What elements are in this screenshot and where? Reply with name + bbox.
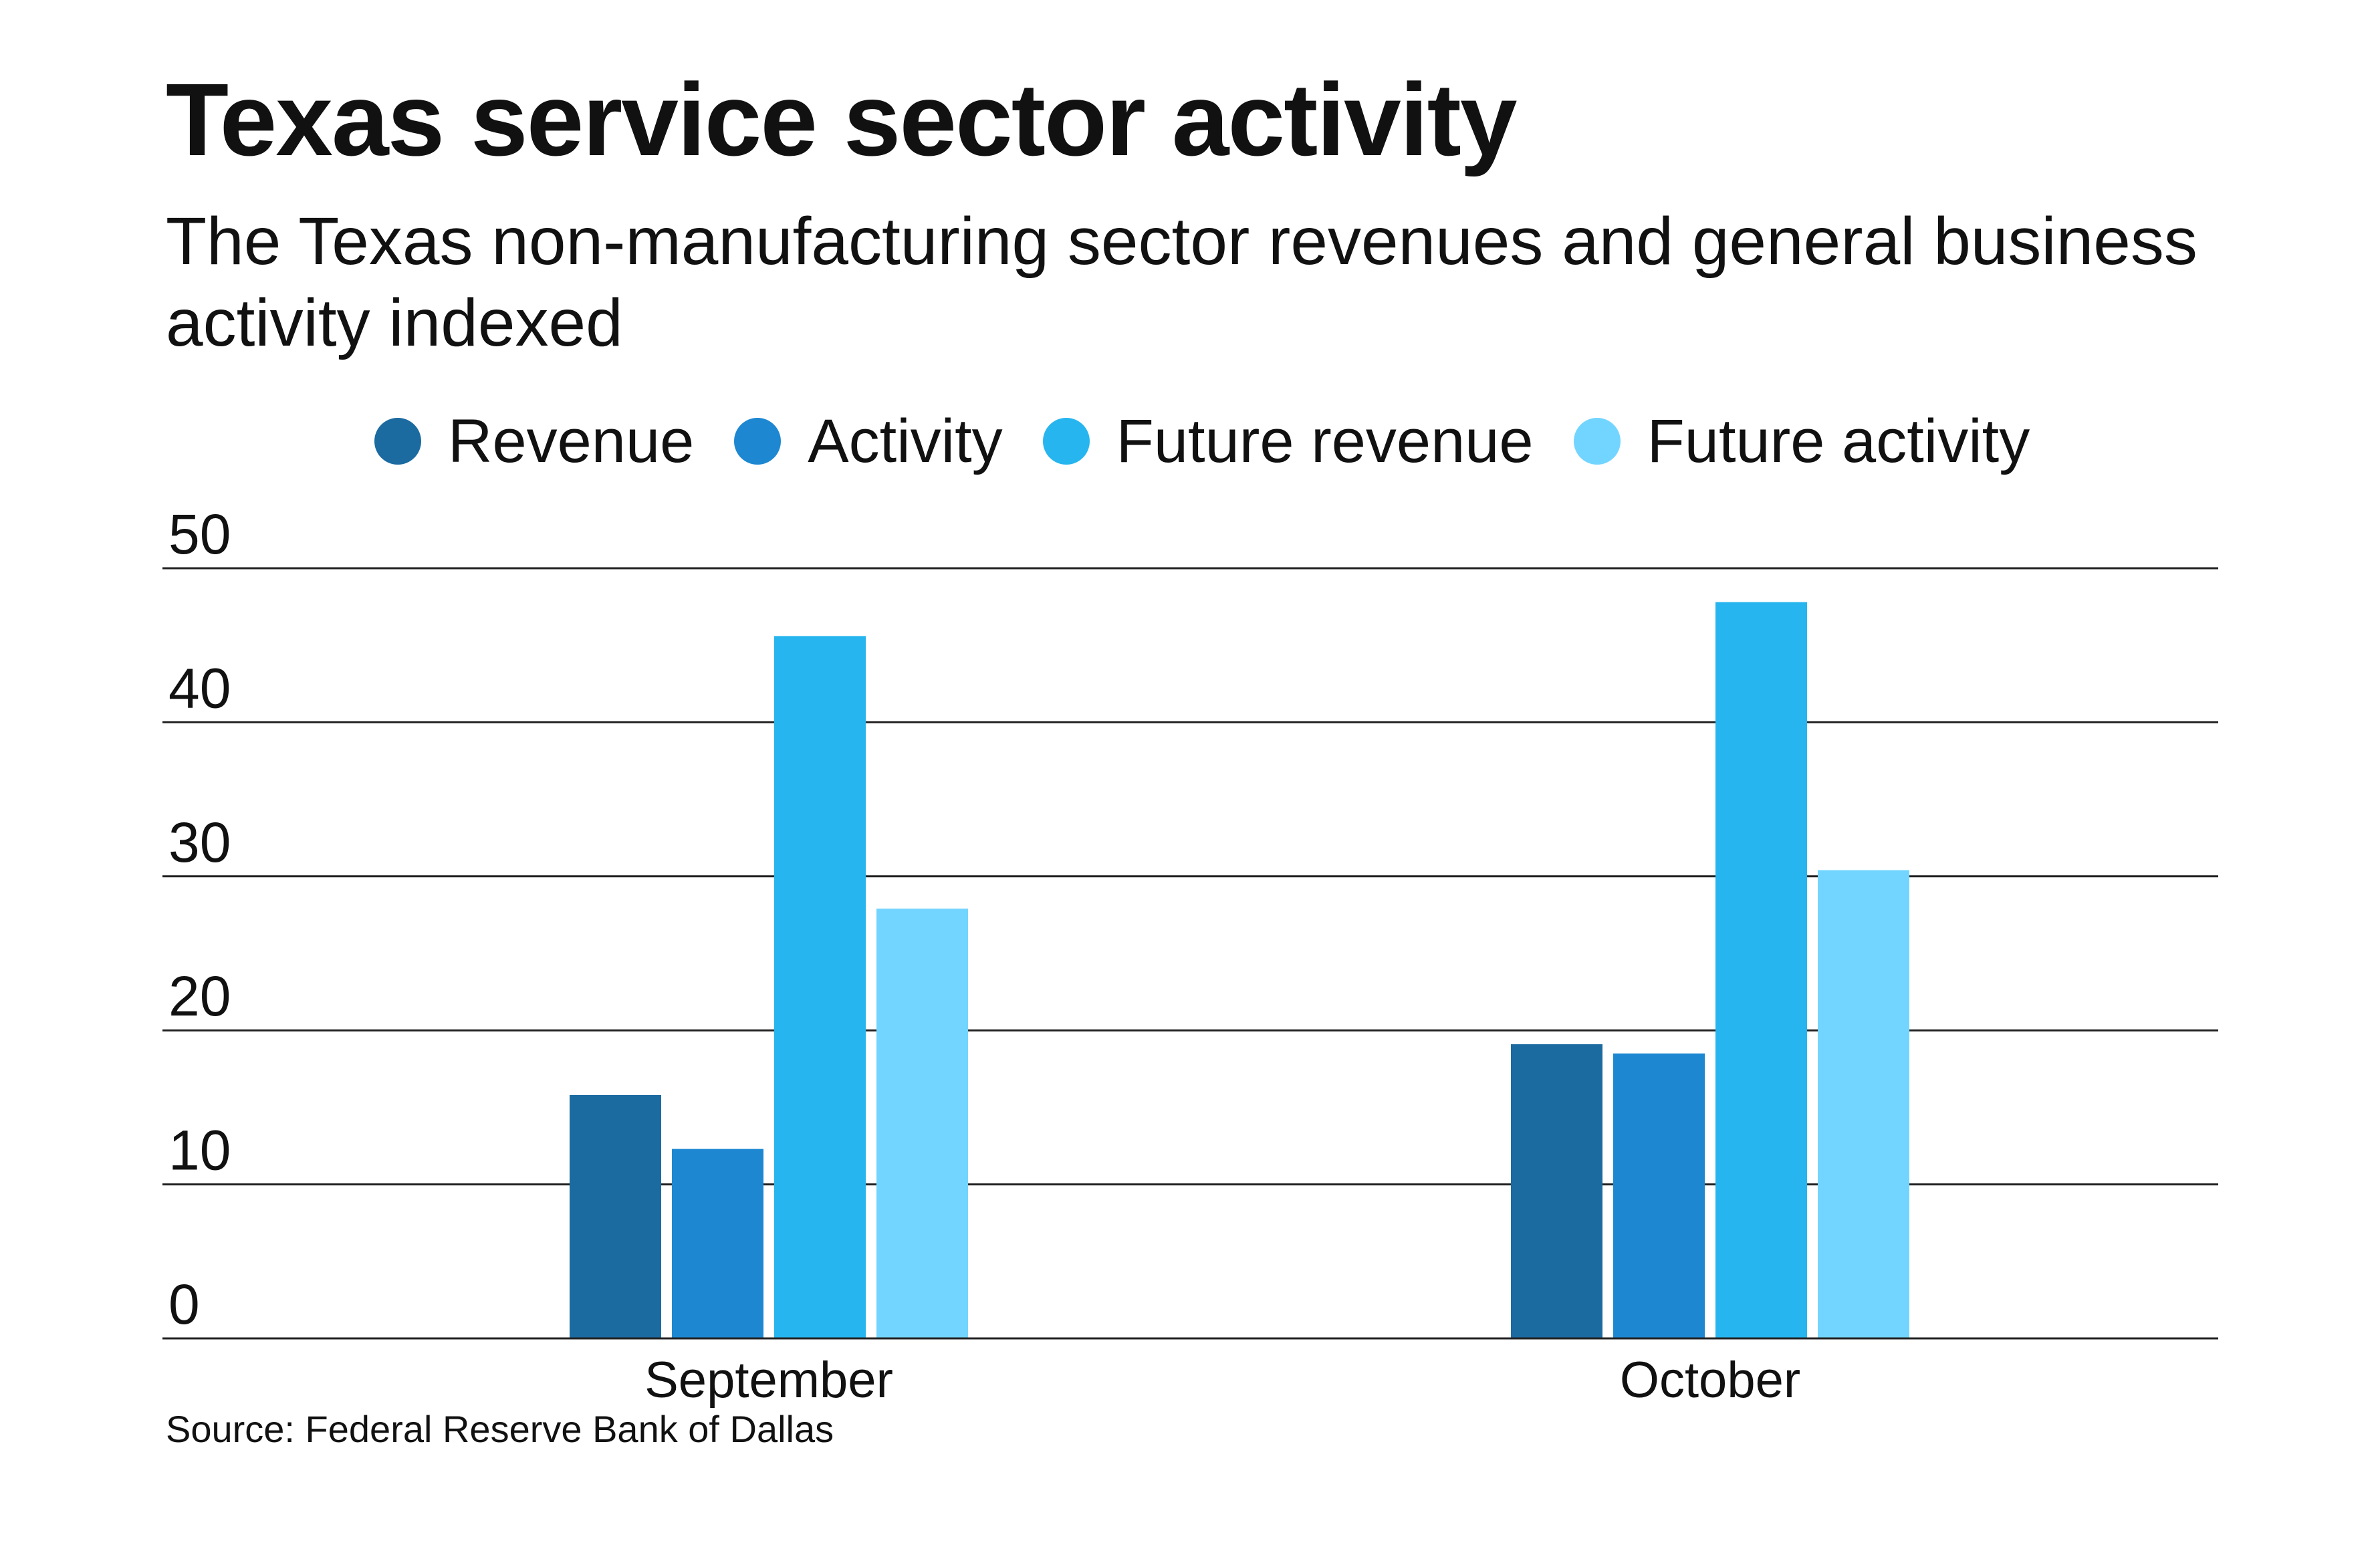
bar-october-revenue: [1511, 1044, 1602, 1338]
legend-swatch-activity: [734, 418, 782, 465]
x-category-label-october: October: [1620, 1352, 1800, 1409]
y-tick-label-40: 40: [168, 657, 231, 719]
chart-subtitle: The Texas non-manufacturing sector reven…: [166, 204, 2197, 360]
y-axis-ticks: 0 10 20 30 40 50: [168, 503, 231, 1336]
x-axis-categories: September October: [644, 1352, 1800, 1409]
y-tick-label-50: 50: [168, 503, 231, 566]
legend-label-future-activity: Future activity: [1647, 407, 2030, 475]
legend-item-future-revenue: Future revenue: [1042, 407, 1534, 475]
legend-item-revenue: Revenue: [374, 410, 694, 472]
gridlines: [162, 567, 2218, 1186]
legend-label-activity: Activity: [808, 407, 1003, 475]
legend-item-future-activity: Future activity: [1573, 407, 2030, 475]
bar-september-future-activity: [876, 909, 968, 1338]
legend-label-revenue: Revenue: [448, 407, 695, 475]
y-tick-label-20: 20: [168, 965, 231, 1028]
y-tick-label-10: 10: [168, 1119, 231, 1182]
bar-september-activity: [672, 1149, 763, 1338]
bar-october-activity: [1613, 1053, 1705, 1338]
bar-september-revenue: [570, 1094, 661, 1338]
bars: [570, 602, 1909, 1338]
bar-october-future-activity: [1818, 870, 1909, 1338]
y-tick-label-0: 0: [168, 1273, 200, 1336]
bar-october-future-revenue: [1715, 602, 1807, 1338]
chart-title: Texas service sector activity: [166, 62, 1517, 177]
legend-item-activity: Activity: [734, 407, 1003, 475]
legend-swatch-future-revenue: [1042, 418, 1090, 465]
source-note: Source: Federal Reserve Bank of Dallas: [166, 1408, 834, 1450]
bar-september-future-revenue: [774, 636, 866, 1338]
legend-label-future-revenue: Future revenue: [1116, 407, 1534, 475]
x-category-label-september: September: [644, 1352, 893, 1409]
legend: Revenue Activity Future revenue Future a…: [374, 401, 2030, 481]
legend-swatch-future-activity: [1573, 418, 1621, 465]
y-tick-label-30: 30: [168, 811, 231, 874]
legend-swatch-revenue: [374, 418, 421, 465]
